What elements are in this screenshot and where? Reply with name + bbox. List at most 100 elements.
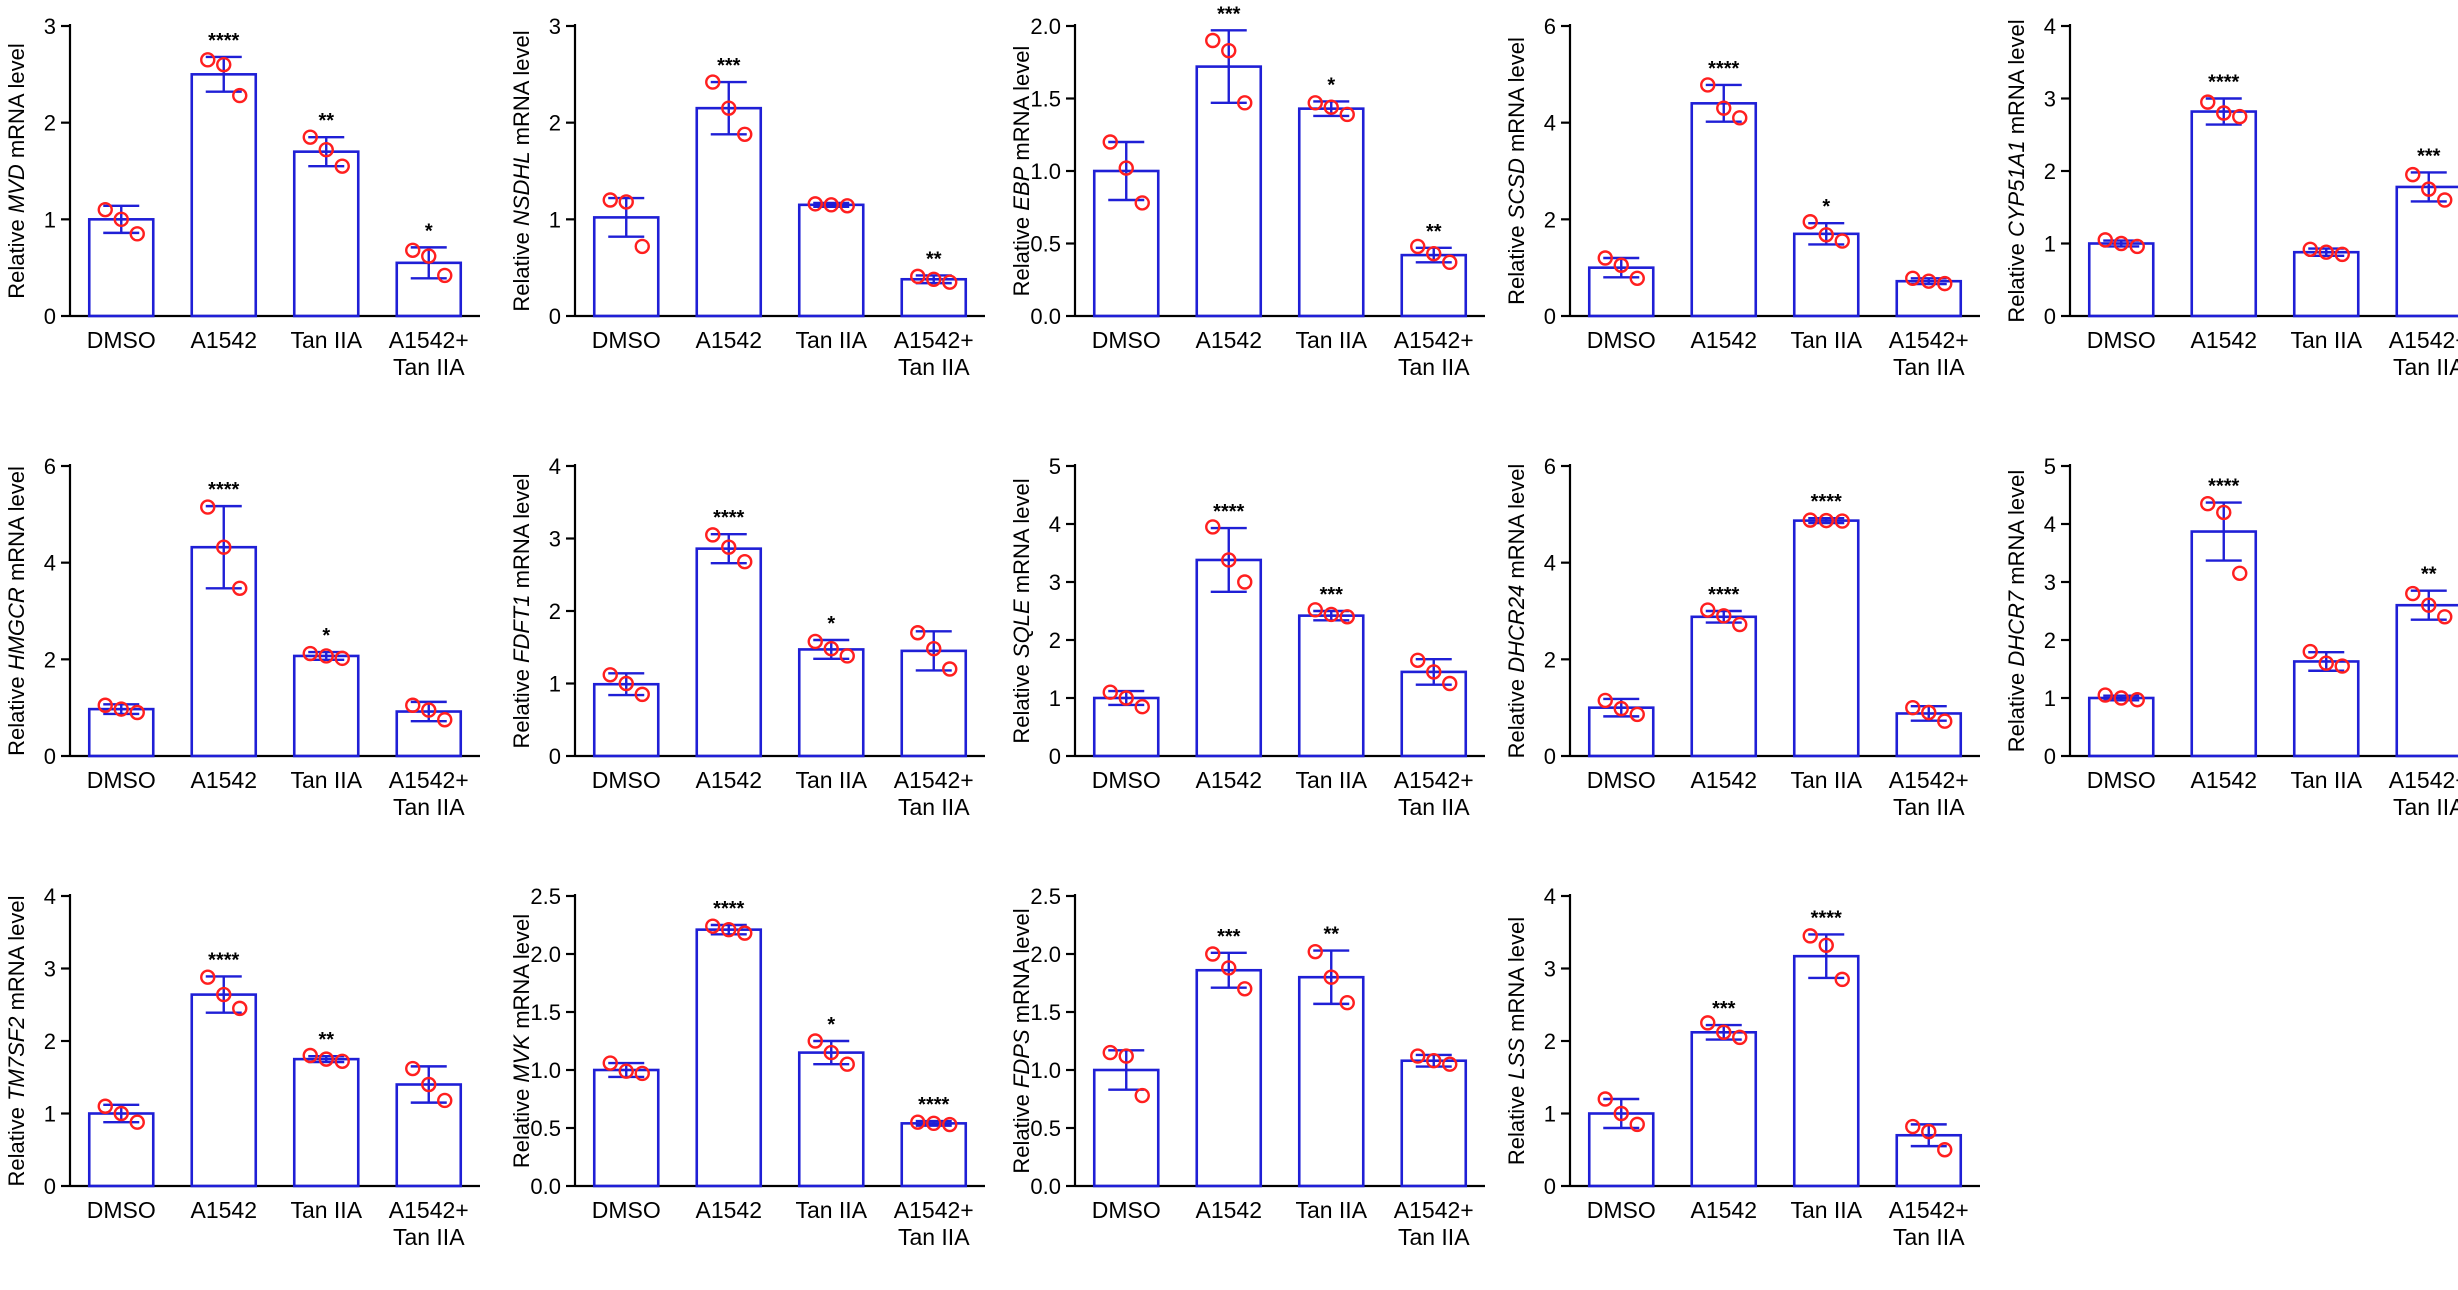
y-tick-label: 1.5: [1030, 87, 1061, 112]
chart-mvd: 0 1 2 3 Relative MVD mRNA level DMSO **** A1542…: [0, 0, 500, 420]
significance-label: ****: [1213, 501, 1244, 523]
data-point: [1818, 227, 1834, 243]
x-tick-label: Tan IIA: [2290, 327, 2362, 353]
significance-label: ****: [208, 30, 239, 52]
x-tick-label: Tan IIA: [393, 354, 465, 380]
chart-fdps: 0.0 0.5 1.0 1.5 2.0 2.5 Relative FDPS mRNA lev…: [1005, 870, 1505, 1290]
data-point: [942, 274, 958, 290]
data-point: [2405, 585, 2421, 602]
data-point: [1323, 969, 1339, 985]
x-tick-label: DMSO: [87, 767, 156, 793]
x-tick-label: Tan IIA: [2393, 354, 2458, 380]
data-point: [1834, 233, 1850, 249]
data-point: [129, 1114, 145, 1130]
y-tick-label: 4: [2044, 512, 2056, 537]
y-tick-label: 0: [1544, 304, 1556, 329]
bar-4: [2395, 603, 2458, 758]
significance-label: ****: [2208, 72, 2239, 94]
significance-label: ****: [918, 1094, 949, 1116]
y-axis-label-prefix: Relative: [4, 1101, 29, 1187]
data-point: [1716, 608, 1732, 624]
significance-label: *: [1327, 74, 1335, 96]
bar-3: [1297, 975, 1365, 1188]
data-point: [1426, 245, 1442, 262]
y-tick-label: 2.0: [1030, 14, 1061, 39]
x-tick-label: Tan IIA: [2393, 794, 2458, 820]
x-tick-label: A1542+: [1889, 1197, 1969, 1223]
data-point: [2302, 643, 2318, 660]
data-point: [97, 697, 113, 713]
x-tick-label: A1542: [190, 767, 257, 793]
y-tick-label: 1: [2044, 232, 2056, 257]
x-tick-label: Tan IIA: [795, 1197, 867, 1223]
data-point: [1629, 270, 1645, 286]
data-point: [437, 1092, 453, 1109]
data-point: [1134, 195, 1150, 211]
data-point: [1613, 257, 1629, 273]
y-tick-label: 2: [44, 1029, 56, 1054]
y-axis-label-gene: LSS: [1504, 1038, 1529, 1080]
x-tick-label: A1542: [1690, 327, 1757, 353]
data-point: [1802, 214, 1818, 230]
y-axis-label-gene: MVK: [509, 1034, 534, 1083]
y-tick-label: 2.5: [530, 884, 561, 909]
data-point: [1700, 77, 1716, 93]
bar-4: [1400, 1059, 1468, 1188]
bar-3: [797, 648, 865, 758]
y-axis-label: Relative MVD mRNA level: [4, 43, 29, 299]
data-point: [926, 1115, 942, 1132]
data-point: [618, 1063, 634, 1079]
data-point: [1818, 937, 1834, 954]
bar-2: [695, 106, 763, 318]
chart-dhcr7: 0 1 2 3 4 5 Relative DHCR7 mRNA level DMSO **** A…: [2000, 440, 2458, 860]
y-axis-label: Relative EBP mRNA level: [1009, 46, 1034, 297]
y-axis-label-suffix: mRNA level: [2004, 19, 2029, 140]
y-axis-label-prefix: Relative: [509, 663, 534, 749]
data-point: [2421, 597, 2437, 613]
data-point: [602, 1055, 618, 1071]
data-point: [334, 650, 350, 667]
data-point: [2113, 235, 2129, 252]
data-point: [1937, 275, 1953, 292]
x-tick-label: Tan IIA: [795, 767, 867, 793]
y-axis-label-prefix: Relative: [4, 213, 29, 299]
data-point: [216, 539, 232, 555]
y-axis-label: Relative MVK mRNA level: [509, 914, 534, 1168]
data-point: [1629, 706, 1645, 723]
y-tick-label: 2.0: [1030, 942, 1061, 967]
y-tick-label: 0: [44, 304, 56, 329]
y-axis-label-suffix: mRNA level: [2004, 470, 2029, 591]
significance-label: ****: [1708, 584, 1739, 606]
x-tick-label: A1542+: [389, 1197, 469, 1223]
x-tick-label: A1542: [190, 327, 257, 353]
data-point: [113, 1105, 129, 1122]
y-axis-label-gene: DHCR24: [1504, 585, 1529, 673]
significance-label: ****: [713, 898, 744, 920]
y-axis-label-gene: FDPS: [1009, 1029, 1034, 1088]
bar-3: [1297, 107, 1365, 318]
bar-2: [2190, 110, 2258, 318]
data-point: [2334, 658, 2350, 674]
data-point: [1921, 273, 1937, 289]
y-axis-label-gene: NSDHL: [509, 151, 534, 226]
chart-ebp: 0.0 0.5 1.0 1.5 2.0 Relative EBP mRNA level DM…: [1005, 0, 1505, 420]
x-tick-label: Tan IIA: [1893, 354, 1965, 380]
data-point: [910, 625, 926, 641]
y-axis-label: Relative SCSD mRNA level: [1504, 37, 1529, 305]
y-axis-label: Relative LSS mRNA level: [1504, 917, 1529, 1165]
x-tick-label: A1542: [1195, 767, 1262, 793]
data-point: [232, 580, 248, 596]
y-tick-label: 0: [2044, 304, 2056, 329]
data-point: [1442, 254, 1458, 271]
significance-label: **: [318, 1029, 334, 1051]
data-point: [1937, 713, 1953, 729]
data-point: [1118, 1048, 1134, 1064]
data-point: [839, 648, 855, 664]
x-tick-label: A1542: [695, 767, 762, 793]
data-point: [721, 921, 737, 938]
y-tick-label: 2: [44, 111, 56, 136]
y-axis-label: Relative DHCR7 mRNA level: [2004, 470, 2029, 752]
data-point: [2437, 609, 2453, 625]
chart-scsd: 0 2 4 6 Relative SCSD mRNA level DMSO **** A154…: [1500, 0, 2000, 420]
y-tick-label: 1: [549, 672, 561, 697]
